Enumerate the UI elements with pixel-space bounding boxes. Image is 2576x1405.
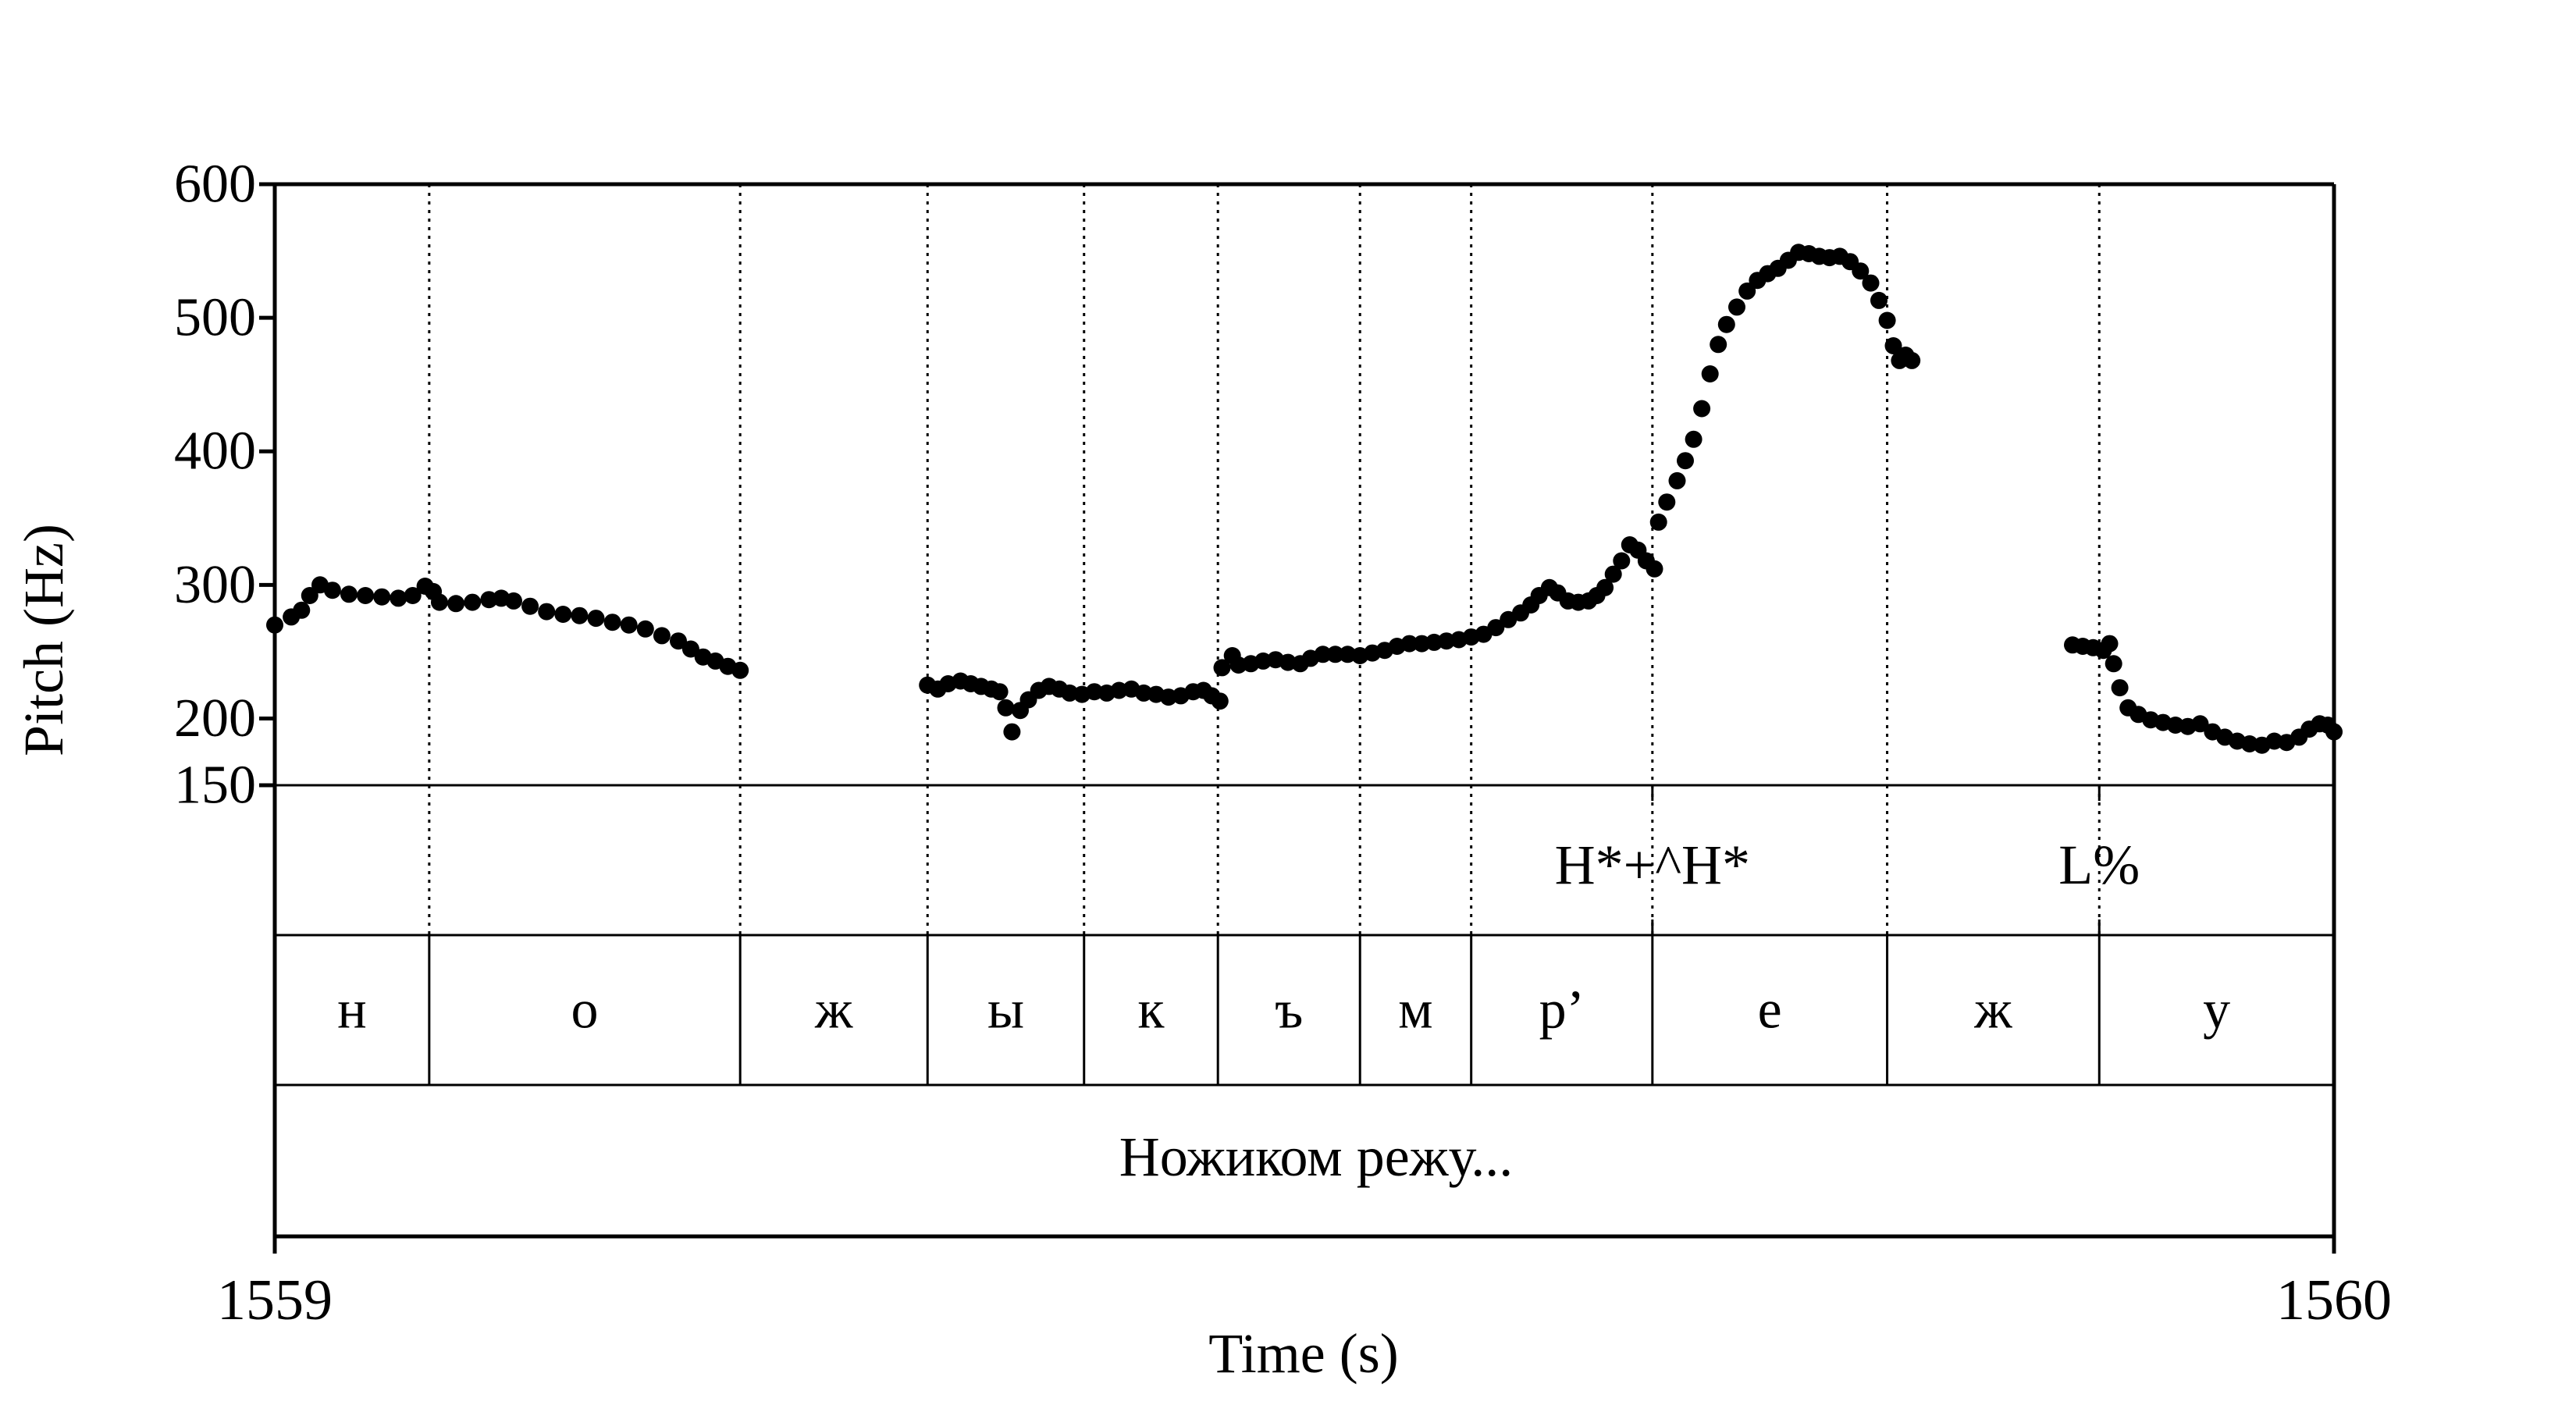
pitch-point: [571, 606, 589, 624]
pitch-point: [636, 620, 654, 638]
pitch-point: [1903, 351, 1921, 369]
pitch-point: [1613, 552, 1631, 570]
pitch-point: [2101, 635, 2119, 653]
pitch-point: [1649, 513, 1667, 531]
pitch-point: [681, 640, 699, 658]
y-tick-label: 600: [174, 155, 256, 215]
pitch-point: [1213, 659, 1231, 677]
pitch-point: [1487, 619, 1505, 637]
pitch-point: [323, 582, 341, 599]
pitch-point: [1884, 337, 1902, 354]
pitch-point: [1254, 652, 1272, 670]
segment-label: е: [1758, 980, 1782, 1040]
pitch-point: [1400, 635, 1418, 653]
pitch-point: [731, 661, 749, 679]
pitch-point: [1685, 430, 1703, 448]
pitch-point: [521, 597, 539, 615]
pitch-point: [293, 601, 311, 619]
pitch-point: [1211, 692, 1229, 710]
y-axis-ticks: 600 500 400 300 200 150: [174, 155, 275, 816]
pitch-point: [357, 587, 375, 604]
pitch-point: [1862, 274, 1880, 292]
pitch-point: [1878, 311, 1896, 329]
segment-label: м: [1398, 980, 1432, 1040]
pitch-point: [670, 632, 687, 650]
x-tick-label: 1559: [217, 1268, 333, 1332]
segment-label: р’: [1539, 980, 1585, 1040]
pitch-point: [404, 587, 422, 604]
pitch-point: [587, 610, 605, 628]
segment-label: ж: [1973, 980, 2012, 1040]
pitch-point: [1003, 723, 1021, 741]
y-tick-label: 300: [174, 555, 256, 615]
pitch-point: [505, 592, 522, 610]
pitch-point: [1646, 560, 1663, 578]
pitch-point: [997, 699, 1015, 717]
pitch-point: [2111, 679, 2129, 697]
pitch-point: [1658, 493, 1676, 511]
pitch-point: [991, 683, 1009, 701]
segment-label: о: [571, 980, 599, 1040]
pitch-point: [301, 587, 318, 604]
tone-label: L%: [2058, 834, 2140, 896]
pitch-point: [464, 593, 482, 611]
segment-label: ъ: [1275, 980, 1303, 1040]
y-axis-label: Pitch (Hz): [12, 524, 75, 756]
segment-label: ы: [987, 980, 1024, 1040]
pitch-point: [1701, 365, 1719, 382]
pitch-point: [1852, 262, 1870, 280]
pitch-point: [653, 627, 671, 645]
segment-label: у: [2203, 980, 2230, 1040]
segment-label: ж: [814, 980, 853, 1040]
y-tick-label: 200: [174, 688, 256, 749]
pitch-point: [1668, 471, 1686, 489]
pitch-point: [1738, 282, 1756, 300]
segment-tier: н о ж ы к ъ м р’ е ж у: [337, 935, 2230, 1085]
pitch-point: [1135, 684, 1153, 702]
pitch-point: [1717, 315, 1735, 333]
pitch-point: [431, 593, 448, 611]
tier-frames: [272, 182, 2336, 1239]
pitch-point: [1728, 298, 1745, 316]
pitch-point: [538, 603, 556, 621]
y-tick-label: 150: [174, 756, 256, 816]
pitch-point: [1677, 452, 1694, 470]
pitch-point: [1596, 578, 1614, 596]
pitch-point: [1438, 632, 1455, 650]
x-axis-label: Time (s): [1208, 1322, 1398, 1385]
x-axis-ticks: 1559 1560: [217, 1236, 2392, 1332]
phrase-label: Ножиком режу...: [1119, 1126, 1514, 1188]
pitch-point: [2191, 715, 2209, 733]
pitch-point: [1085, 683, 1103, 701]
pitch-point: [554, 606, 572, 623]
pitch-point: [390, 589, 407, 607]
pitch-point: [620, 616, 638, 634]
pitch-point: [373, 588, 391, 606]
segment-label: к: [1137, 980, 1165, 1040]
pitch-point: [1604, 565, 1622, 583]
pitch-point: [2105, 655, 2122, 673]
pitch-point: [1326, 646, 1344, 663]
pitch-points: [266, 244, 2343, 754]
pitch-point: [447, 595, 465, 613]
pitch-point: [2240, 735, 2258, 752]
tone-tier: H*+^H* L%: [1555, 785, 2140, 935]
y-tick-label: 500: [174, 288, 256, 348]
pitch-point: [1693, 400, 1711, 418]
pitch-point: [1314, 646, 1332, 663]
boundary-gridlines: [428, 184, 2101, 935]
segment-label: н: [337, 980, 366, 1040]
x-tick-label: 1560: [2276, 1268, 2392, 1332]
pitch-point: [603, 614, 621, 631]
y-tick-label: 400: [174, 422, 256, 482]
pitch-point: [340, 585, 358, 603]
pitch-point: [1710, 336, 1727, 354]
tone-label: H*+^H*: [1555, 834, 1750, 896]
pitch-point: [1870, 291, 1888, 309]
